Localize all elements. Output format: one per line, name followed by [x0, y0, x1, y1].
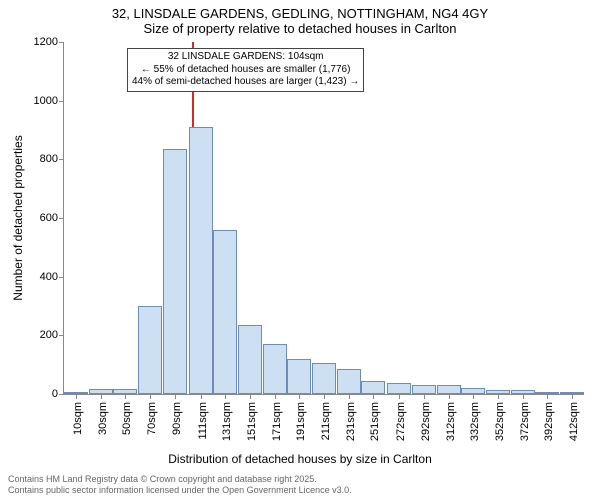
x-tick-label: 151sqm [246, 402, 258, 441]
histogram-bar [263, 344, 287, 394]
x-tick-mark [572, 394, 573, 399]
x-tick-mark [299, 394, 300, 399]
x-tick-mark [349, 394, 350, 399]
x-tick-label: 392sqm [543, 402, 555, 441]
histogram-bar [387, 383, 411, 394]
x-tick-label: 352sqm [494, 402, 506, 441]
x-axis-label: Distribution of detached houses by size … [168, 452, 431, 466]
attribution-footer: Contains HM Land Registry data © Crown c… [8, 474, 352, 496]
x-tick-mark [101, 394, 102, 399]
histogram-bar [163, 149, 187, 394]
x-tick-mark [373, 394, 374, 399]
histogram-bar [337, 369, 361, 394]
x-tick-label: 30sqm [97, 402, 109, 435]
x-tick-mark [175, 394, 176, 399]
footer-line2: Contains public sector information licen… [8, 485, 352, 496]
x-tick-label: 211sqm [320, 402, 332, 440]
y-tick-mark [59, 42, 64, 43]
x-tick-label: 272sqm [395, 402, 407, 441]
title-block: 32, LINSDALE GARDENS, GEDLING, NOTTINGHA… [0, 0, 600, 36]
x-tick-label: 10sqm [72, 402, 84, 435]
y-tick-mark [59, 335, 64, 336]
x-tick-label: 171sqm [271, 402, 283, 441]
annotation-line: 32 LINSDALE GARDENS: 104sqm [132, 51, 359, 64]
x-tick-mark [125, 394, 126, 399]
chart-container: 32, LINSDALE GARDENS, GEDLING, NOTTINGHA… [0, 0, 600, 500]
y-tick-mark [59, 277, 64, 278]
plot-area: Number of detached properties 32 LINSDAL… [63, 42, 584, 395]
histogram-bar [437, 385, 461, 394]
x-tick-mark [424, 394, 425, 399]
x-tick-mark [76, 394, 77, 399]
x-tick-mark [473, 394, 474, 399]
x-tick-label: 111sqm [197, 402, 209, 440]
annotation-box: 32 LINSDALE GARDENS: 104sqm← 55% of deta… [127, 48, 364, 92]
x-tick-label: 251sqm [369, 402, 381, 441]
x-tick-mark [225, 394, 226, 399]
chart-title-line1: 32, LINSDALE GARDENS, GEDLING, NOTTINGHA… [0, 6, 600, 21]
histogram-bar [138, 306, 162, 394]
histogram-bar [287, 359, 311, 394]
x-tick-mark [201, 394, 202, 399]
x-tick-mark [399, 394, 400, 399]
annotation-line: ← 55% of detached houses are smaller (1,… [132, 64, 359, 77]
footer-line1: Contains HM Land Registry data © Crown c… [8, 474, 352, 485]
x-tick-label: 292sqm [420, 402, 432, 441]
y-tick-mark [59, 218, 64, 219]
x-tick-mark [547, 394, 548, 399]
histogram-bar [238, 325, 262, 394]
x-tick-label: 90sqm [171, 402, 183, 435]
x-tick-label: 70sqm [146, 402, 158, 435]
histogram-bar [361, 381, 385, 394]
y-tick-mark [59, 394, 64, 395]
chart-title-line2: Size of property relative to detached ho… [0, 21, 600, 36]
x-tick-label: 412sqm [568, 402, 580, 441]
histogram-bar [213, 230, 237, 394]
histogram-bar [189, 127, 213, 394]
x-tick-mark [150, 394, 151, 399]
x-tick-mark [250, 394, 251, 399]
x-tick-label: 191sqm [295, 402, 307, 441]
x-tick-mark [275, 394, 276, 399]
y-axis-label: Number of detached properties [11, 135, 25, 300]
x-tick-label: 372sqm [519, 402, 531, 441]
x-tick-label: 50sqm [121, 402, 133, 435]
annotation-line: 44% of semi-detached houses are larger (… [132, 76, 359, 89]
y-tick-mark [59, 159, 64, 160]
y-tick-mark [59, 101, 64, 102]
x-tick-mark [449, 394, 450, 399]
x-tick-label: 231sqm [345, 402, 357, 441]
x-tick-mark [498, 394, 499, 399]
histogram-bar [312, 363, 336, 394]
x-tick-mark [523, 394, 524, 399]
x-tick-label: 312sqm [445, 402, 457, 441]
x-tick-mark [324, 394, 325, 399]
histogram-bar [412, 385, 436, 394]
x-tick-label: 131sqm [221, 402, 233, 441]
x-tick-label: 332sqm [469, 402, 481, 441]
